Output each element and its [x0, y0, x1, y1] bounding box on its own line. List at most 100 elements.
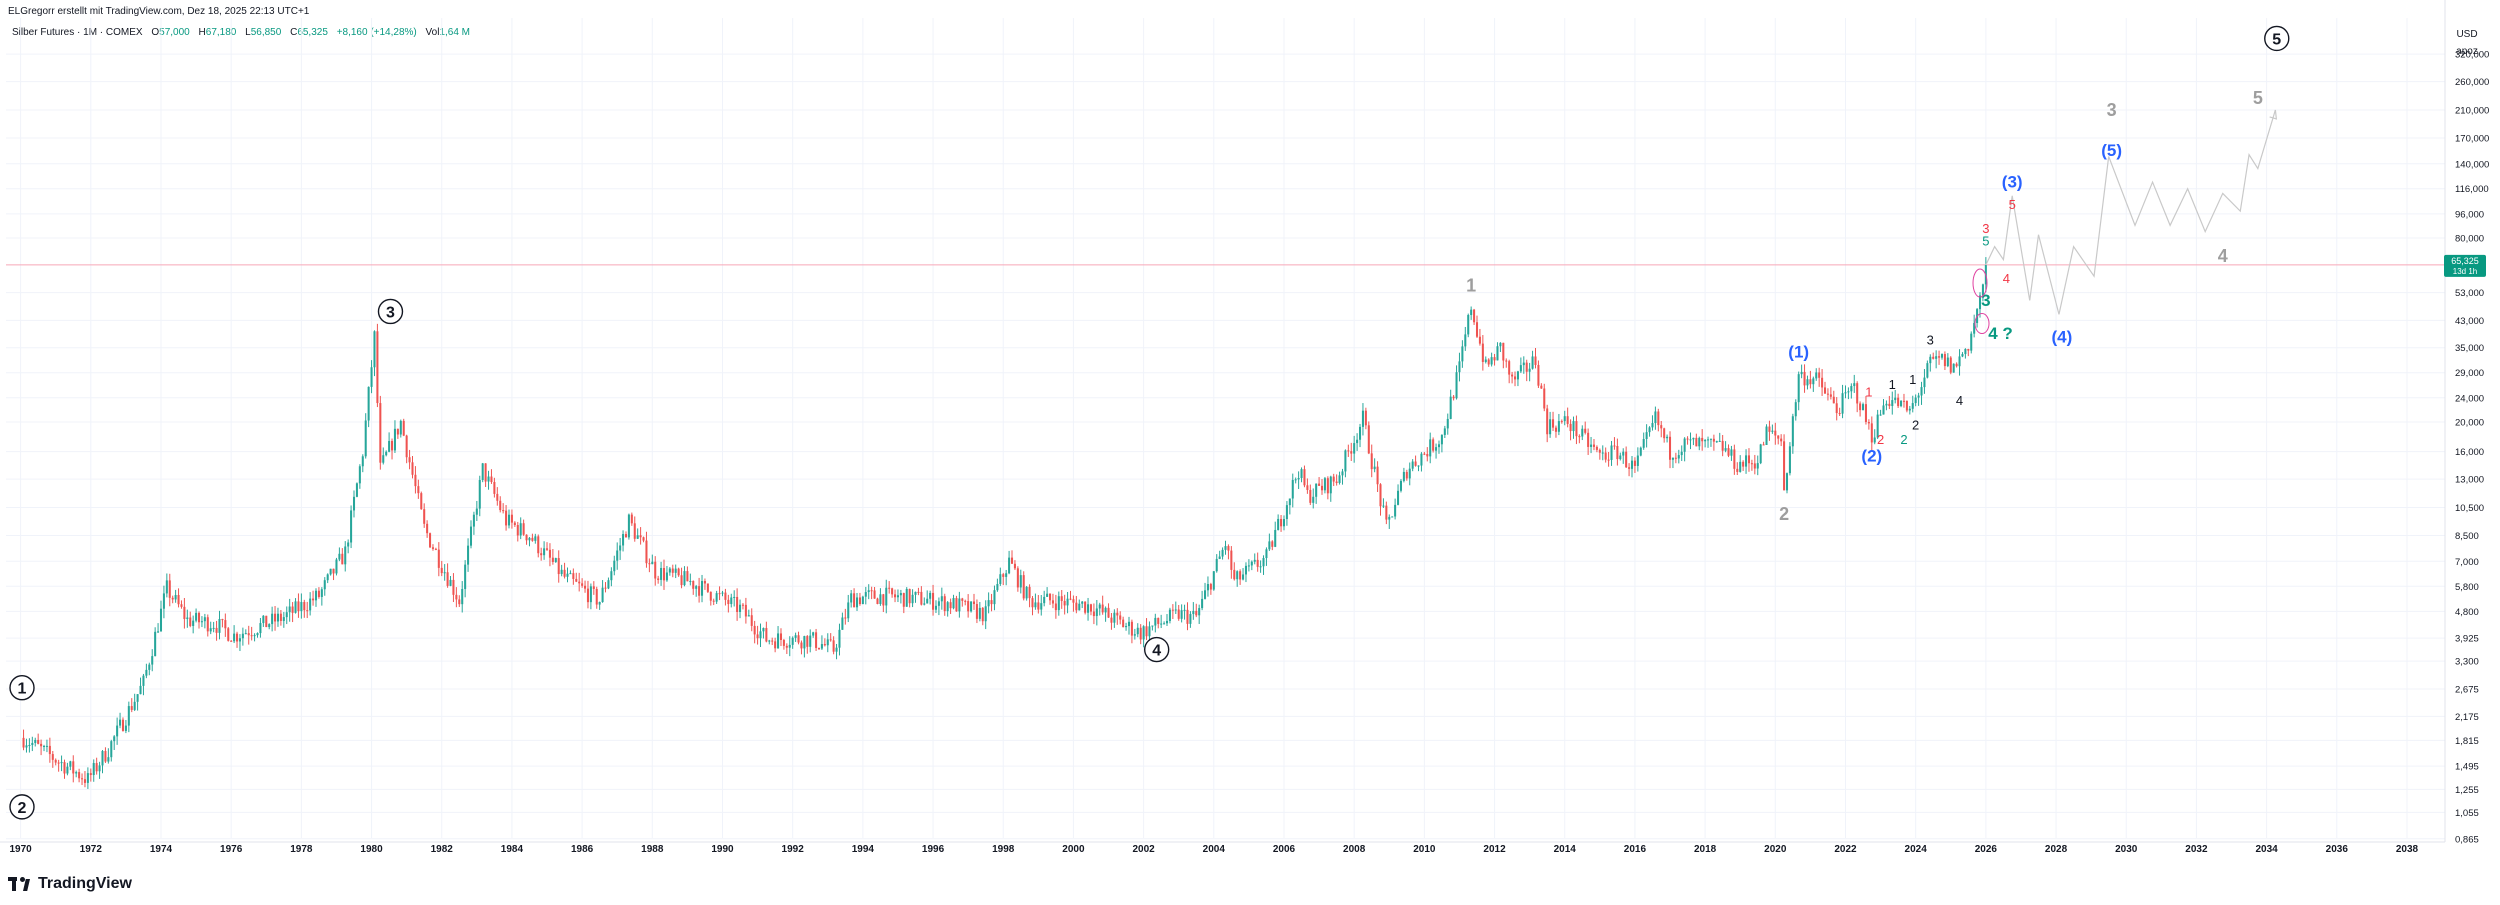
candle-body: [1636, 455, 1639, 466]
candle-body: [241, 633, 244, 639]
candle-body: [920, 591, 923, 605]
candle-body: [829, 639, 832, 641]
candle-body: [1423, 453, 1426, 455]
candle-body: [1297, 478, 1300, 480]
candle-body: [215, 627, 218, 633]
candle-body: [1747, 455, 1751, 464]
tradingview-logo[interactable]: TradingView: [8, 875, 132, 893]
candle-body: [391, 440, 394, 451]
candle-body: [1282, 519, 1286, 527]
candle-body: [1806, 379, 1809, 386]
candle-body: [923, 603, 926, 605]
candle-body: [551, 557, 554, 562]
wave-label-text: 4 ?: [1988, 324, 2013, 343]
wave-label-text: 3: [386, 304, 395, 321]
candle-body: [1601, 452, 1604, 454]
candle-body: [1411, 461, 1414, 469]
candle-body: [1256, 559, 1259, 567]
candle-body: [1607, 459, 1610, 461]
candle-body: [341, 553, 344, 565]
candle-body: [899, 593, 902, 596]
candle-body: [271, 613, 274, 625]
candle-body: [1277, 518, 1280, 530]
candle-body: [54, 759, 57, 763]
candle-body: [1010, 557, 1014, 564]
candle-body: [1461, 346, 1464, 362]
candle-body: [370, 367, 373, 387]
candle-body: [1069, 598, 1072, 600]
x-axis[interactable]: 1970 1972 1974 1976 1978 1980 1982 1984 1986 1988…: [9, 844, 2418, 855]
candle-body: [40, 743, 43, 747]
projection-line: [1985, 109, 2276, 315]
candle-body: [344, 546, 347, 565]
candle-body: [1154, 617, 1157, 626]
candle-body: [1689, 439, 1692, 441]
candle-body: [782, 639, 785, 646]
candle-body: [1800, 371, 1803, 375]
candle-body: [1475, 322, 1479, 337]
candle-body: [1549, 419, 1552, 435]
candle-body: [230, 640, 233, 642]
candle-body: [984, 606, 987, 622]
candle-body: [975, 604, 978, 619]
candle-body: [1025, 586, 1028, 599]
x-tick-label: 1986: [571, 844, 594, 855]
candle-body: [633, 523, 636, 539]
candle-body: [1537, 364, 1540, 386]
candle-body: [1315, 483, 1318, 497]
candle-body: [1598, 449, 1601, 453]
candle-body: [607, 580, 610, 589]
candle-body: [151, 656, 154, 665]
candle-body: [1964, 348, 1967, 355]
candle-body: [72, 761, 75, 774]
symbol-name[interactable]: Silber Futures · 1M · COMEX: [12, 27, 143, 38]
candle-body: [1742, 461, 1745, 467]
candle-body: [882, 594, 885, 606]
candle-body: [680, 575, 683, 586]
scale-label[interactable]: apoz: [2456, 46, 2478, 57]
candle-body: [747, 615, 750, 617]
candle-body: [1554, 427, 1557, 432]
candle-body: [1452, 396, 1455, 399]
candle-body: [1473, 309, 1476, 323]
wave-label-text: 5: [1982, 234, 1989, 249]
candle-body: [89, 773, 92, 776]
candle-body: [934, 605, 938, 610]
candle-body: [586, 588, 589, 603]
wave-marker-ellipse: [1974, 313, 1990, 335]
wave-label: 3: [377, 298, 404, 325]
candle-body: [1613, 445, 1616, 447]
candle-body: [1823, 387, 1827, 394]
candle-body: [1955, 363, 1958, 367]
candle-body: [727, 599, 730, 605]
x-tick-label: 2002: [1132, 844, 1155, 855]
candle-body: [1051, 600, 1054, 604]
candle-body: [1098, 604, 1101, 609]
candle-body: [1157, 617, 1160, 624]
candle-body: [794, 635, 797, 638]
candle-body: [1791, 416, 1794, 447]
candle-body: [1341, 471, 1344, 476]
y-axis[interactable]: 320,000 260,000 210,000 170,000 140,000 116,0…: [2455, 50, 2489, 846]
currency-label[interactable]: USD: [2456, 29, 2478, 40]
candle-body: [1262, 558, 1265, 567]
candle-body: [262, 615, 265, 624]
wave-label-text: 1: [1865, 385, 1872, 400]
candle-body: [81, 778, 84, 780]
candle-body: [1677, 455, 1680, 459]
candle-body: [274, 613, 277, 622]
candle-body: [665, 572, 668, 581]
x-tick-label: 2028: [2045, 844, 2068, 855]
wave-label-text: (5): [2101, 141, 2122, 160]
candle-body: [1405, 471, 1408, 479]
volume-key: Vol: [425, 27, 440, 38]
candle-body: [1373, 466, 1376, 470]
candle-body: [674, 568, 677, 573]
open-value: 57,000: [159, 27, 190, 38]
candle-body: [645, 540, 648, 564]
candle-body: [1891, 400, 1894, 407]
candle-body: [265, 615, 268, 628]
candle-body: [677, 568, 680, 576]
candle-body: [1826, 393, 1829, 395]
